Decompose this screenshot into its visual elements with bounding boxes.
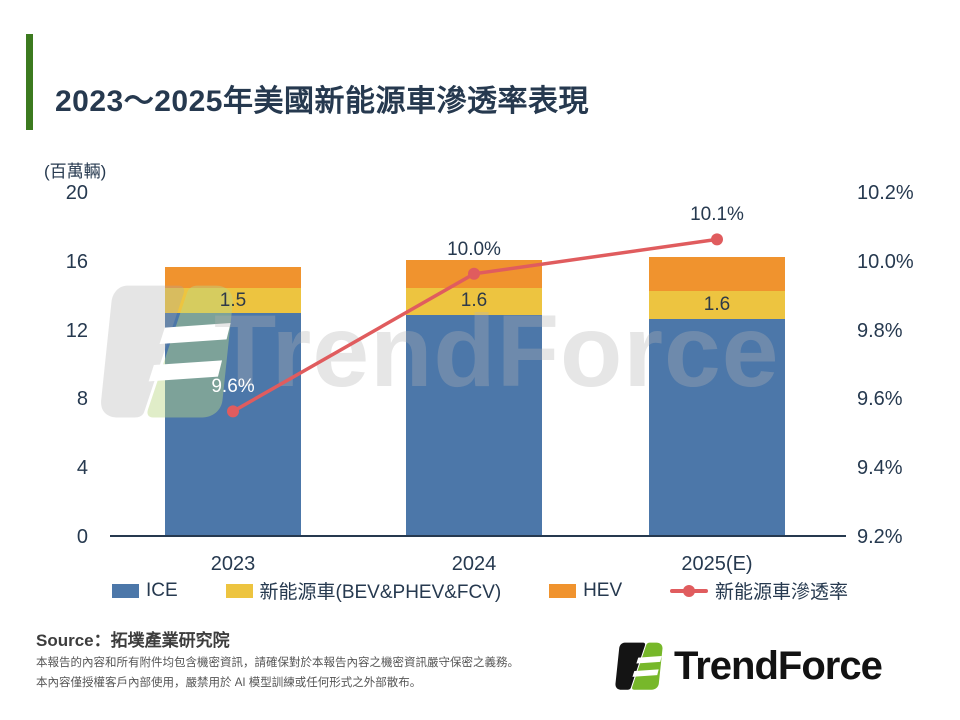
source-label: Source：拓墣產業研究院 — [36, 631, 230, 650]
legend-item: HEV — [549, 580, 622, 602]
legend-item: ICE — [112, 580, 178, 602]
trendforce-logo-icon — [615, 642, 663, 690]
disclaimer-line-1: 本報告的內容和所有附件均包含機密資訊，請確保對於本報告內容之機密資訊嚴守保密之義… — [36, 657, 519, 669]
y-axis-right-tick-label: 10.2% — [857, 182, 914, 204]
bar-segment — [649, 256, 785, 292]
legend-label: 新能源車滲透率 — [714, 582, 848, 603]
chart-title: 2023～2025年美國新能源車滲透率表現 — [55, 85, 589, 118]
bar-segment-value-label: 1.5 — [219, 289, 247, 311]
legend-label: 新能源車(BEV&PHEV&FCV) — [259, 582, 502, 603]
legend-swatch-icon — [225, 583, 253, 598]
legend-swatch-icon — [112, 583, 139, 598]
y-axis-right-tick-label: 9.4% — [857, 457, 903, 480]
bar-segment — [649, 318, 785, 537]
y-axis-left-tick-label: 12 — [65, 319, 88, 342]
bar-segment — [165, 266, 301, 288]
y-axis-left-tick-label: 16 — [65, 250, 88, 273]
penetration-value-label: 9.6% — [211, 376, 255, 398]
x-axis-category-label: 2024 — [451, 553, 497, 575]
legend-item: 新能源車滲透率 — [669, 577, 848, 604]
bar-segment — [165, 313, 301, 537]
y-axis-left-tick-label: 8 — [76, 388, 88, 411]
y-axis-right-tick-label: 9.6% — [857, 388, 903, 411]
bar-segment — [406, 315, 542, 537]
penetration-value-label: 10.0% — [447, 238, 501, 260]
legend-line-dot-icon — [682, 584, 695, 597]
y-axis-unit-label: (百萬輛) — [44, 162, 107, 181]
y-axis-left-tick-label: 4 — [76, 457, 88, 480]
x-axis-category-label: 2025(E) — [681, 553, 753, 575]
bar-segment-value-label: 1.6 — [703, 293, 731, 315]
title-accent-bar — [26, 34, 33, 130]
y-axis-right-tick-label: 10.0% — [857, 250, 914, 273]
y-axis-left-tick-label: 0 — [76, 526, 88, 548]
x-axis-category-label: 2023 — [210, 553, 256, 575]
bar-segment — [406, 260, 542, 288]
disclaimer-line-2: 本內容僅授權客戶內部使用，嚴禁用於 AI 模型訓練或任何形式之外部散布。 — [36, 677, 422, 689]
penetration-value-label: 10.1% — [690, 204, 744, 226]
x-axis-line — [110, 535, 846, 537]
chart-legend: ICE 新能源車(BEV&PHEV&FCV) HEV 新能源車滲透率 — [112, 577, 848, 604]
y-axis-right-tick-label: 9.8% — [857, 319, 903, 342]
bar-segment-value-label: 1.6 — [460, 290, 488, 312]
trendforce-logo: TrendForce — [612, 641, 883, 691]
legend-line-marker-icon — [669, 584, 708, 597]
legend-swatch-icon — [549, 583, 577, 598]
legend-label: ICE — [146, 579, 178, 601]
y-axis-right-tick-label: 9.2% — [857, 526, 903, 548]
y-axis-left-tick-label: 20 — [65, 182, 88, 204]
legend-item: 新能源車(BEV&PHEV&FCV) — [225, 577, 502, 604]
penetration-point — [711, 233, 723, 246]
trendforce-logo-text: TrendForce — [674, 643, 883, 688]
legend-label: HEV — [583, 579, 623, 601]
